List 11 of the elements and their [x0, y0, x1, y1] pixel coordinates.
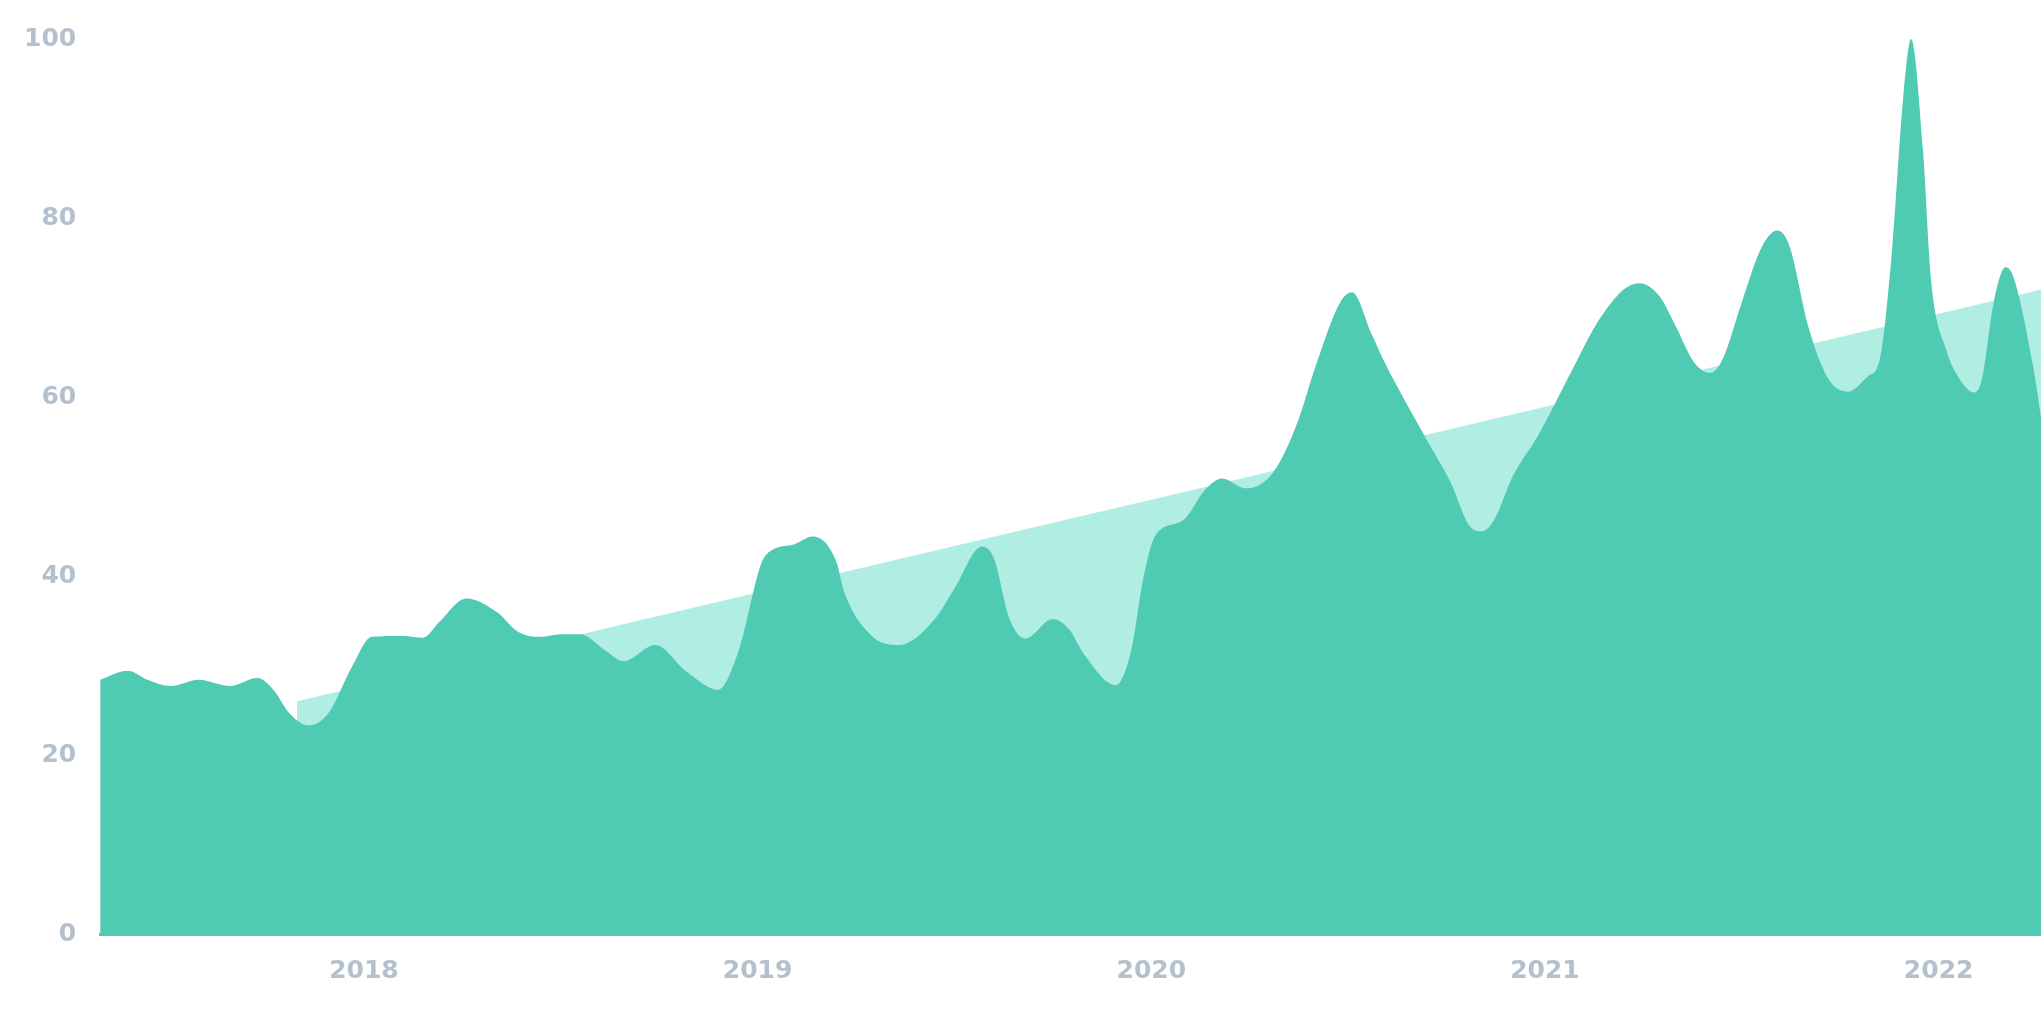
y-tick-label: 60 — [41, 380, 77, 410]
x-tick-label: 2021 — [1510, 954, 1580, 984]
x-tick-label: 2022 — [1903, 954, 1974, 984]
y-tick-label: 20 — [41, 738, 77, 768]
y-tick-label: 40 — [41, 559, 77, 589]
x-tick-label: 2019 — [722, 954, 793, 984]
y-tick-label: 100 — [24, 22, 77, 52]
x-tick-label: 2018 — [329, 954, 399, 984]
y-tick-label: 0 — [58, 917, 77, 947]
x-tick-label: 2020 — [1116, 954, 1187, 984]
y-tick-label: 80 — [41, 201, 77, 231]
